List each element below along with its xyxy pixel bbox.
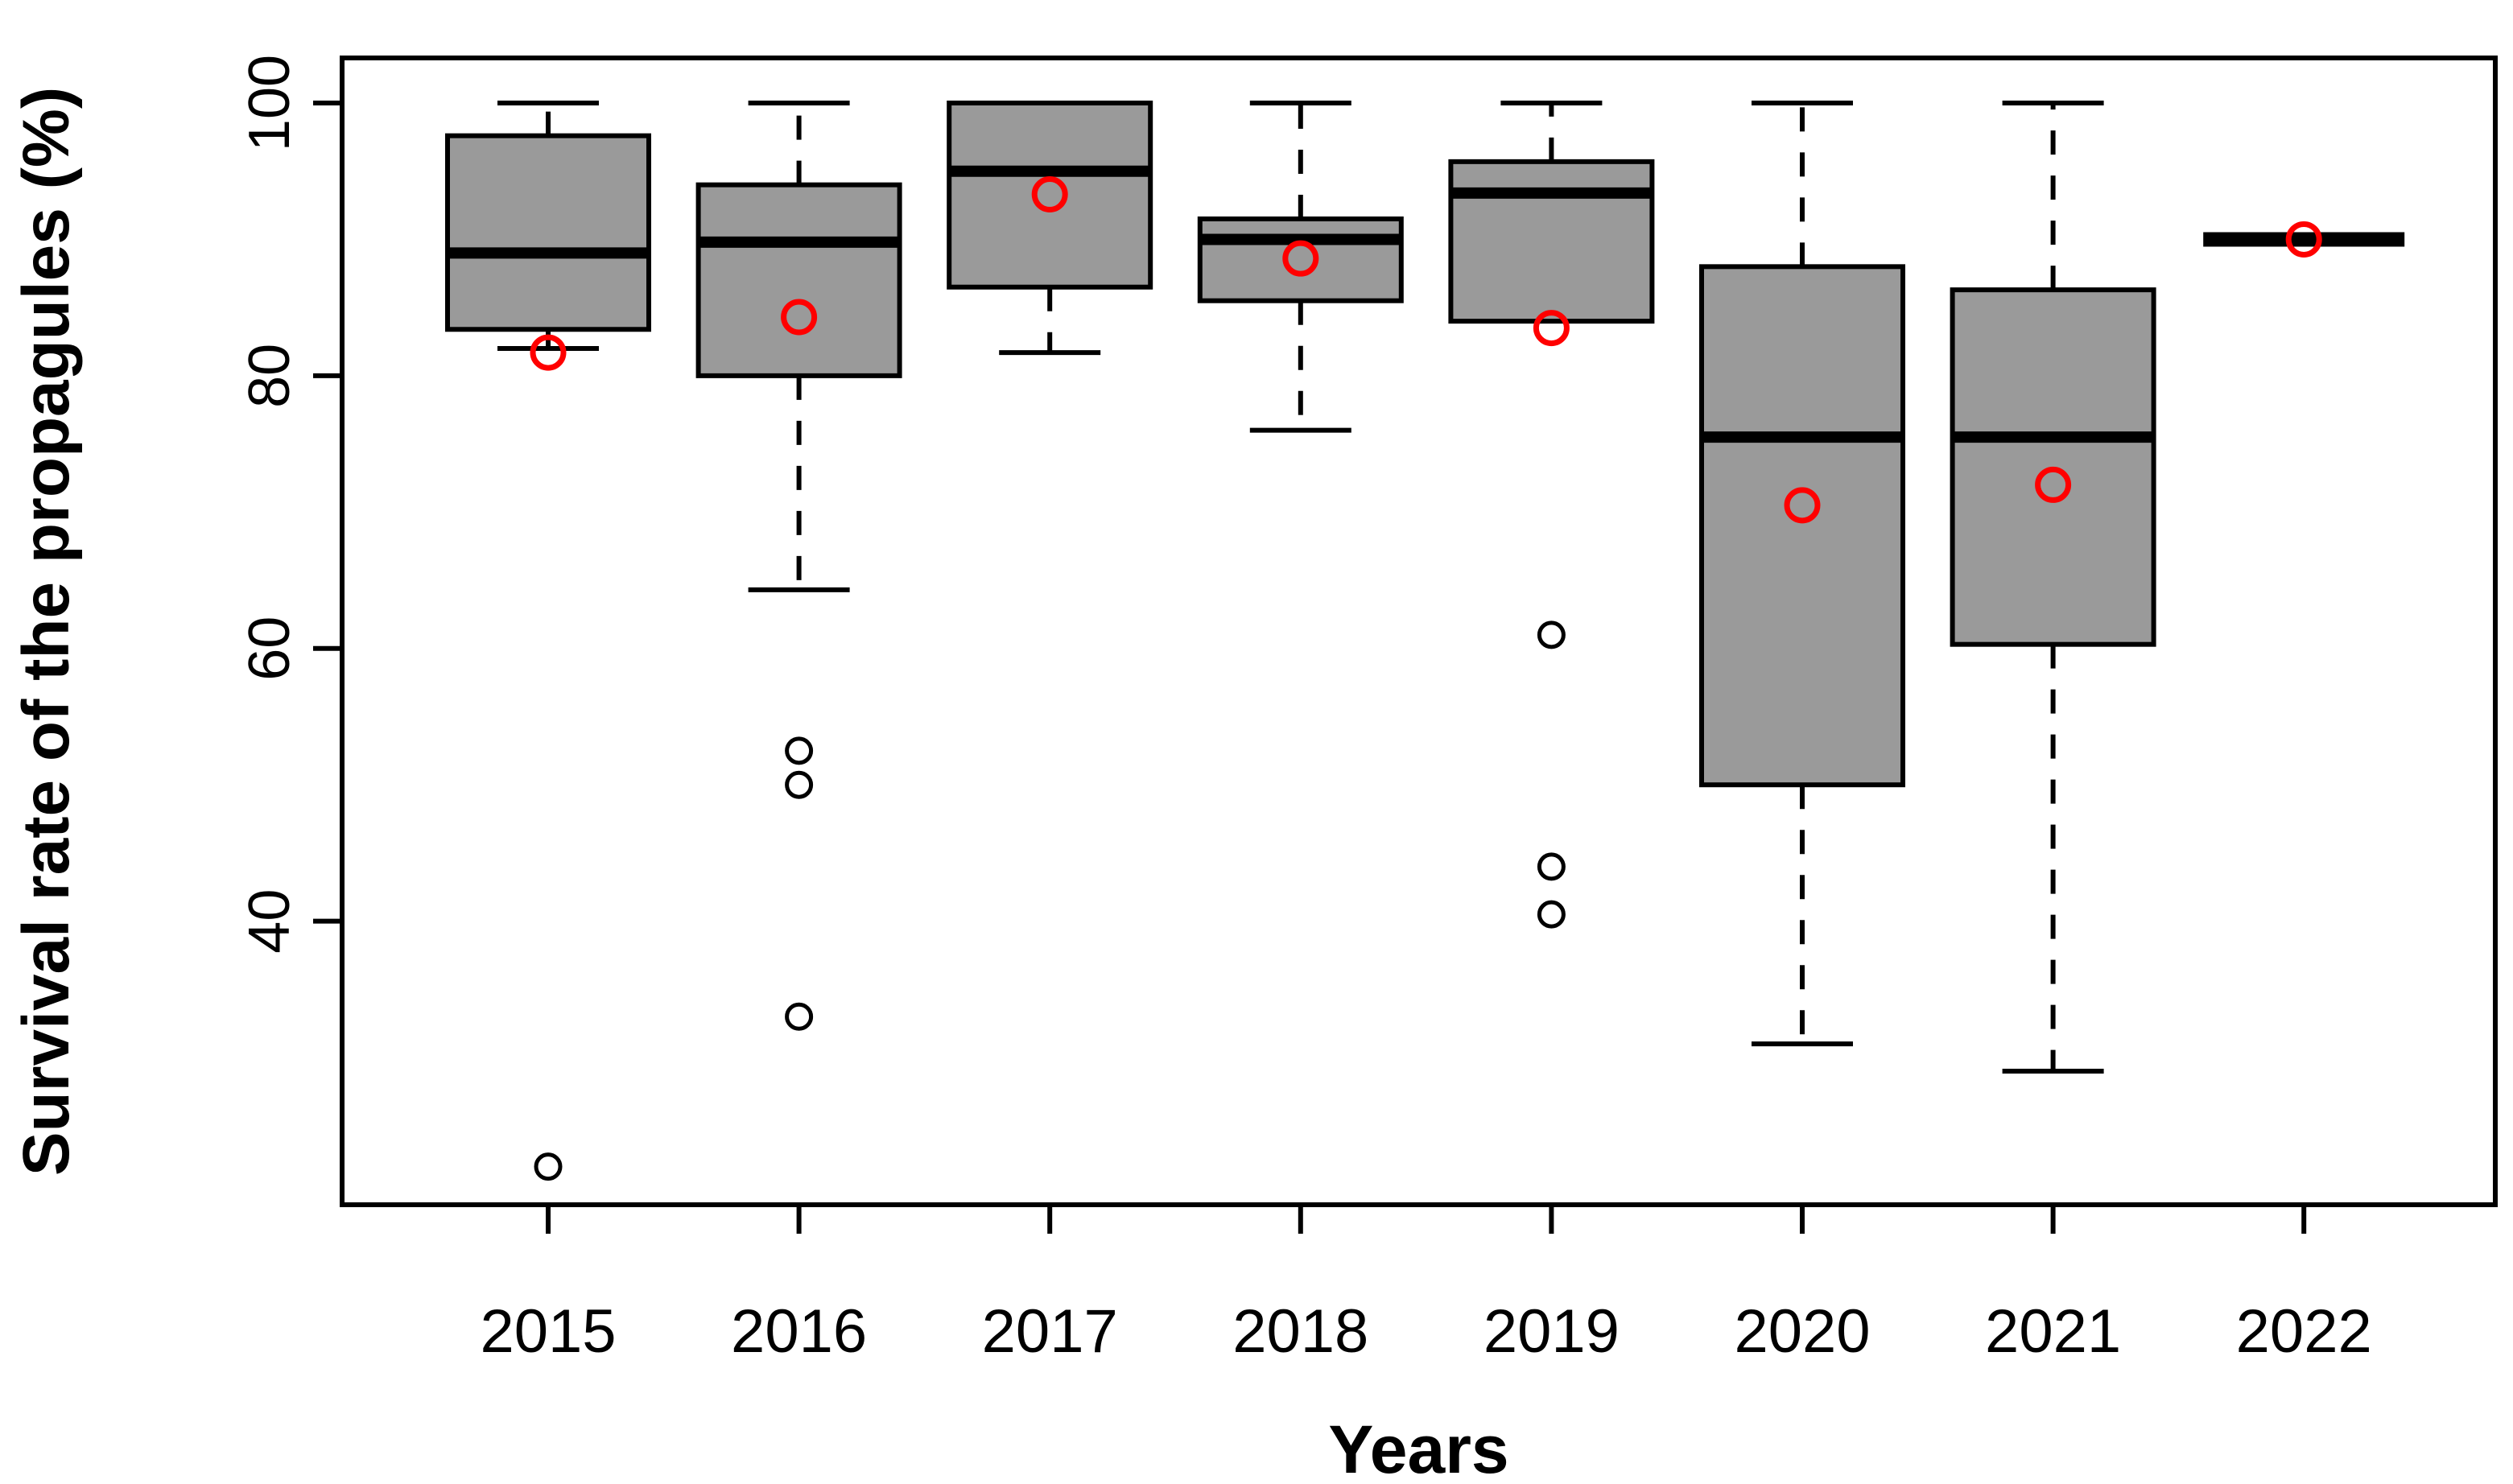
x-tick-label: 2016: [731, 1297, 867, 1366]
y-tick-label: 80: [237, 344, 302, 408]
outlier-point-2016: [785, 770, 814, 799]
box-2018: [1197, 216, 1404, 303]
mean-marker-2016: [781, 299, 818, 336]
x-tick-label: 2022: [2236, 1297, 2372, 1366]
x-tick-label: 2020: [1734, 1297, 1870, 1366]
box-2016: [695, 182, 902, 378]
x-tick-label: 2015: [480, 1297, 616, 1366]
x-tick-label: 2017: [982, 1297, 1118, 1366]
y-tick-label: 100: [237, 55, 302, 151]
mean-marker-2019: [1533, 310, 1570, 347]
plot-border: [340, 56, 2498, 1207]
mean-marker-2018: [1282, 240, 1319, 277]
y-tick-label: 60: [237, 616, 302, 681]
mean-marker-2015: [530, 334, 567, 371]
box-2019: [1448, 159, 1655, 324]
x-tick-label: 2018: [1232, 1297, 1368, 1366]
mean-marker-2022: [2285, 221, 2322, 258]
y-axis-title: Survival rate of the propagules (%): [10, 87, 83, 1176]
mean-marker-2020: [1784, 487, 1821, 524]
x-tick-label: 2019: [1483, 1297, 1620, 1366]
x-tick-label: 2021: [1985, 1297, 2121, 1366]
box-2017: [947, 101, 1153, 290]
outlier-point-2019: [1537, 852, 1566, 881]
box-2020: [1699, 264, 1905, 788]
outlier-point-2016: [785, 736, 814, 765]
outlier-point-2016: [785, 1002, 814, 1031]
outlier-point-2015: [534, 1152, 563, 1181]
mean-marker-2017: [1031, 176, 1068, 213]
outlier-point-2019: [1537, 620, 1566, 649]
outlier-point-2019: [1537, 900, 1566, 929]
y-tick-label: 40: [237, 889, 302, 954]
mean-marker-2021: [2035, 466, 2072, 503]
box-2015: [445, 133, 651, 332]
x-axis-title: Years: [1328, 1412, 1508, 1484]
